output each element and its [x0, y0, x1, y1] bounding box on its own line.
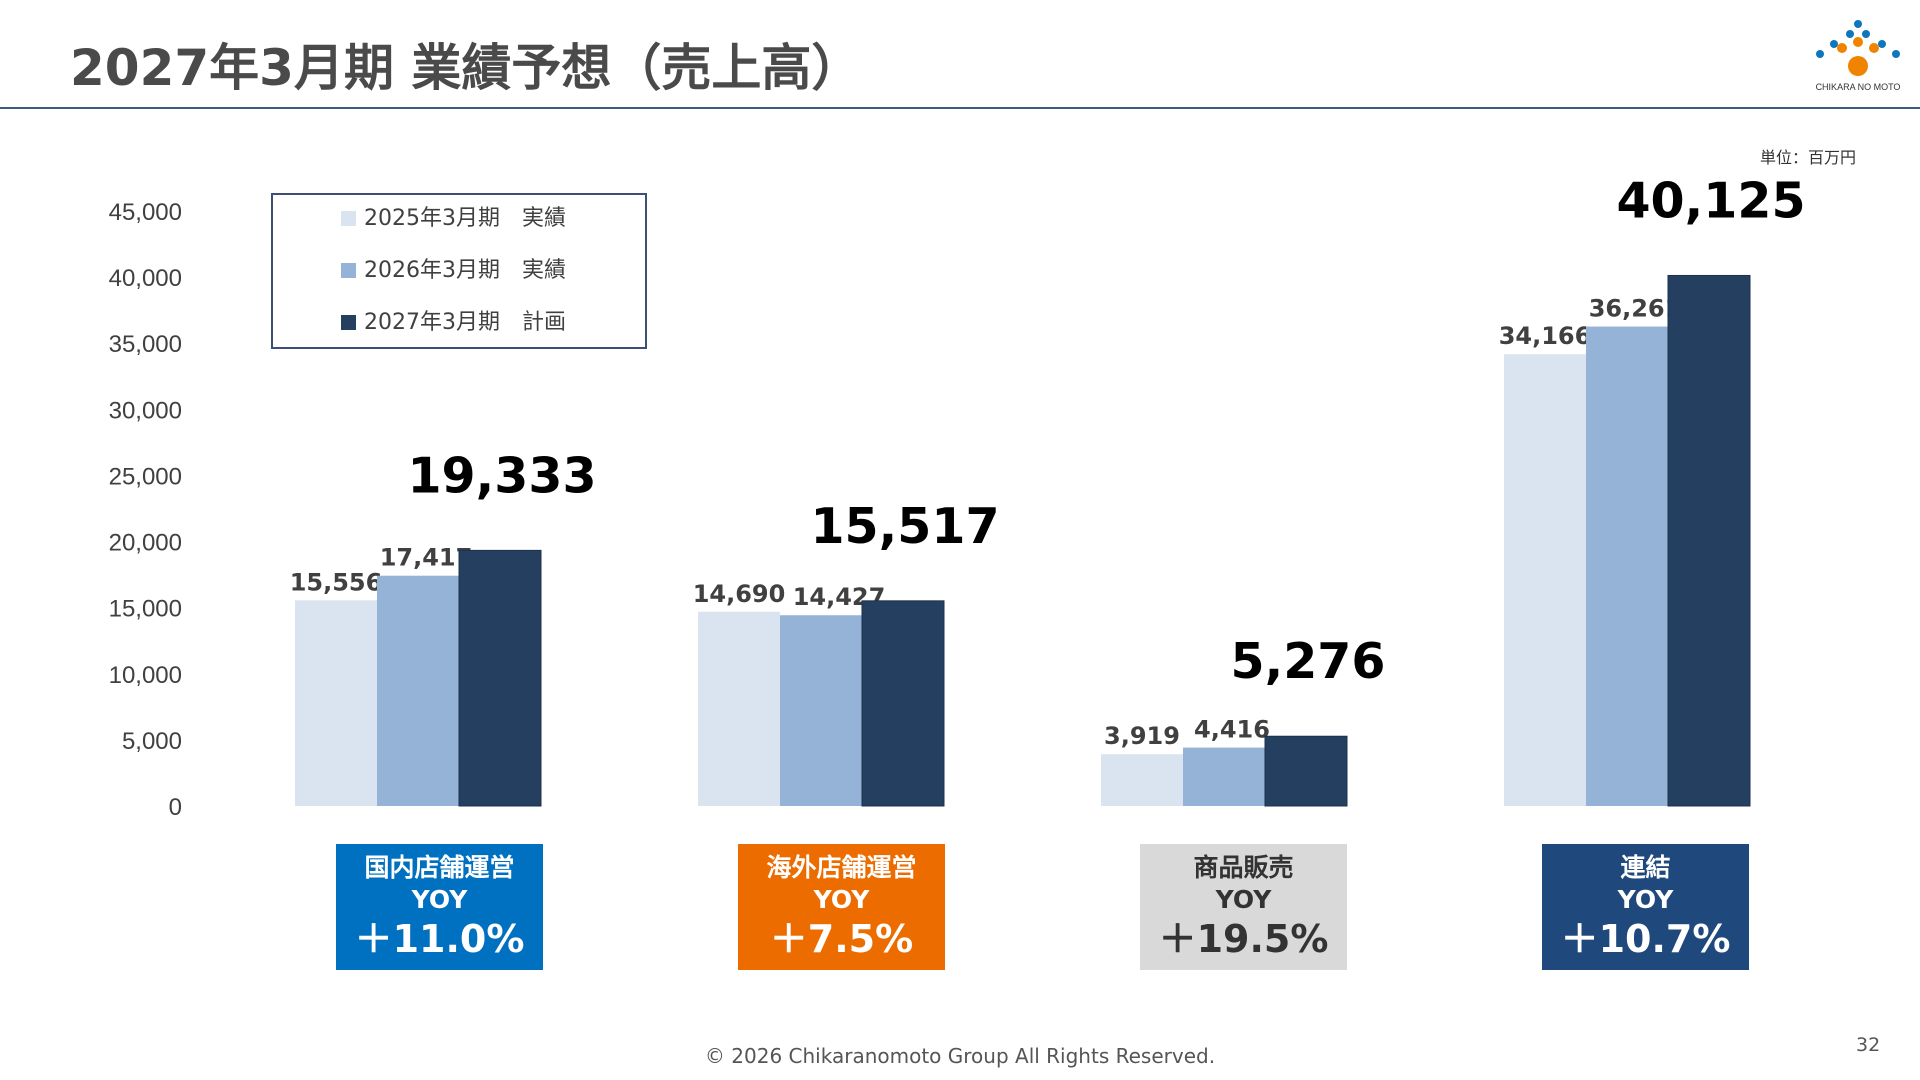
bar-3 [1667, 274, 1751, 807]
yoy-box: 海外店舗運営 YOY ＋7.5% [738, 844, 945, 970]
bar-2 [1183, 747, 1265, 806]
yoy-value: ＋19.5% [1158, 917, 1329, 961]
data-label: 4,416 [1194, 716, 1270, 744]
bar-3 [458, 549, 542, 807]
y-tick-label: 30,000 [109, 397, 182, 424]
yoy-value: ＋11.0% [354, 917, 525, 961]
data-label: 14,690 [693, 580, 786, 608]
data-label: 15,556 [290, 568, 383, 596]
y-tick-label: 45,000 [109, 199, 182, 226]
legend-swatch [341, 263, 356, 278]
legend-label: 2027年3月期 計画 [364, 310, 566, 335]
yoy-segment-name: 国内店舗運営 [364, 853, 515, 882]
y-tick-label: 15,000 [109, 596, 182, 623]
yoy-label: YOY [1215, 885, 1272, 914]
yoy-segment-name: 連結 [1620, 853, 1671, 882]
yoy-box: 国内店舗運営 YOY ＋11.0% [336, 844, 543, 970]
yoy-label: YOY [813, 885, 870, 914]
data-label-plan: 5,276 [1231, 633, 1386, 690]
y-tick-label: 5,000 [122, 728, 182, 755]
yoy-box: 連結 YOY ＋10.7% [1542, 844, 1749, 970]
y-tick-label: 25,000 [109, 463, 182, 490]
company-logo [1816, 20, 1900, 76]
title-divider [0, 107, 1920, 109]
yoy-value: ＋7.5% [769, 917, 914, 961]
unit-label: 単位：百万円 [1760, 148, 1857, 167]
yoy-value: ＋10.7% [1560, 917, 1731, 961]
y-tick-label: 10,000 [109, 662, 182, 689]
yoy-segment-name: 海外店舗運営 [766, 853, 917, 882]
bar-1 [1101, 754, 1183, 806]
data-label-plan: 40,125 [1616, 172, 1805, 229]
legend-frame [271, 193, 647, 349]
data-label-plan: 15,517 [810, 498, 999, 555]
legend-label: 2025年3月期 実績 [364, 206, 566, 231]
data-label: 34,166 [1499, 322, 1592, 350]
bar-1 [295, 600, 377, 806]
yoy-label: YOY [1617, 885, 1674, 914]
data-label-plan: 19,333 [407, 447, 596, 504]
data-label: 17,417 [380, 544, 473, 572]
data-label: 36,261 [1589, 295, 1682, 323]
bar-1 [1504, 354, 1586, 806]
page-title: 2027年3月期 業績予想（売上高） [70, 39, 862, 97]
yoy-label: YOY [411, 885, 468, 914]
bar-3 [1264, 735, 1348, 807]
y-tick-label: 35,000 [109, 331, 182, 358]
legend-swatch [341, 211, 356, 226]
bar-1 [698, 611, 780, 806]
y-tick-label: 20,000 [109, 530, 182, 557]
legend-swatch [341, 315, 356, 330]
y-tick-label: 0 [169, 794, 182, 821]
bar-2 [780, 615, 862, 806]
bar-2 [1586, 326, 1668, 806]
logo-wordmark: CHIKARA NO MOTO [1815, 82, 1901, 92]
page-number: 32 [1856, 1034, 1881, 1056]
y-tick-label: 40,000 [109, 265, 182, 292]
yoy-segment-name: 商品販売 [1193, 853, 1294, 882]
data-label: 3,919 [1104, 722, 1180, 750]
yoy-box: 商品販売 YOY ＋19.5% [1140, 844, 1347, 970]
bar-3 [861, 600, 945, 807]
copyright-footer: © 2026 Chikaranomoto Group All Rights Re… [704, 1044, 1216, 1068]
legend-label: 2026年3月期 実績 [364, 258, 566, 283]
bar-2 [377, 575, 459, 806]
